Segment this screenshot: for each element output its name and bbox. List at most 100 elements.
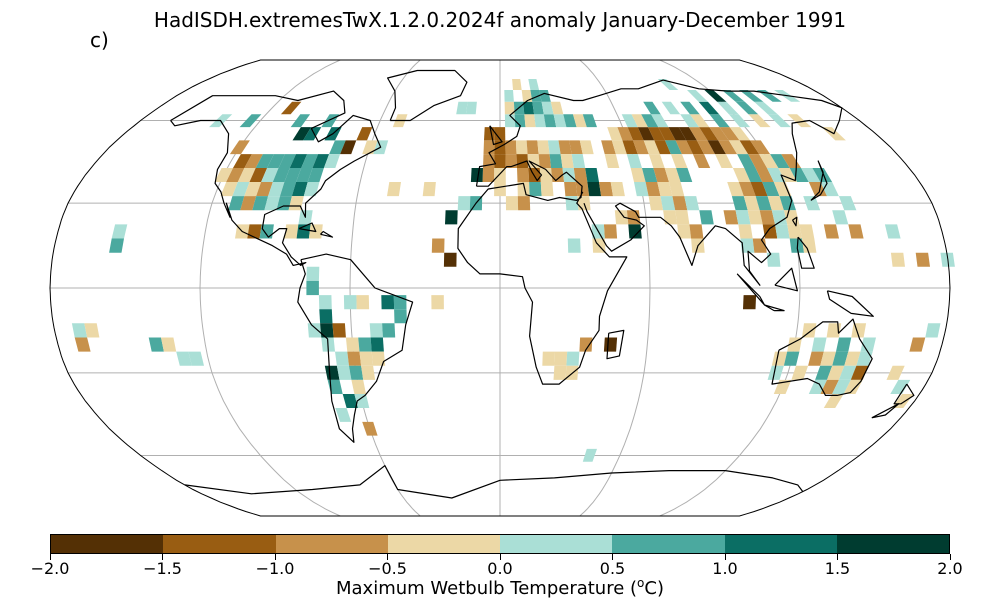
- anomaly-cell: [345, 337, 360, 352]
- anomaly-cell: [268, 182, 285, 197]
- colorbar-tick: [49, 554, 51, 560]
- anomaly-cell: [836, 337, 852, 352]
- anomaly-cell: [84, 323, 100, 338]
- anomaly-cell: [252, 196, 269, 211]
- anomaly-cell: [802, 323, 817, 338]
- anomaly-cell: [815, 365, 833, 380]
- anomaly-cell: [678, 127, 697, 141]
- anomaly-cell: [560, 154, 574, 168]
- colorbar-segment: [51, 535, 164, 553]
- coastline-path: [791, 216, 798, 227]
- anomaly-cell: [915, 252, 930, 267]
- anomaly-cell: [587, 182, 602, 197]
- anomaly-cell: [672, 196, 688, 211]
- anomaly-cell: [750, 140, 771, 155]
- colorbar-tick: [499, 554, 501, 560]
- colorbar-tick: [949, 554, 951, 560]
- anomaly-cell: [823, 224, 839, 239]
- anomaly-cell: [723, 210, 739, 225]
- anomaly-cell: [554, 351, 568, 366]
- colorbar-tick: [837, 554, 838, 560]
- anomaly-cell: [575, 182, 590, 197]
- anomaly-cell: [617, 127, 633, 141]
- anomaly-cell: [687, 90, 708, 102]
- anomaly-cell: [549, 154, 563, 168]
- anomaly-cell: [808, 351, 824, 366]
- colorbar-tick-label: 0.0: [487, 559, 513, 578]
- anomaly-cell: [653, 168, 669, 182]
- anomaly-cell: [661, 101, 681, 115]
- anomaly-cells: [71, 79, 955, 462]
- colorbar-tick-label: −1.5: [143, 559, 182, 578]
- anomaly-cell: [431, 238, 445, 253]
- anomaly-cell: [529, 182, 542, 197]
- anomaly-cell: [573, 114, 587, 128]
- anomaly-cell: [232, 182, 250, 197]
- anomaly-cell: [382, 323, 396, 338]
- colorbar-tick-label: 2.0: [937, 559, 963, 578]
- anomaly-cell: [643, 140, 660, 155]
- anomaly-cell: [244, 154, 263, 168]
- anomaly-cell: [512, 79, 522, 90]
- anomaly-cell: [523, 101, 535, 115]
- anomaly-cell: [579, 140, 594, 155]
- anomaly-cell: [233, 154, 252, 168]
- anomaly-cell: [494, 127, 506, 141]
- anomaly-cell: [648, 154, 665, 168]
- anomaly-cell: [925, 323, 941, 338]
- anomaly-cell: [718, 140, 738, 155]
- anomaly-cell: [292, 127, 312, 141]
- anomaly-cell: [844, 351, 861, 366]
- anomaly-cell: [484, 127, 495, 141]
- colorbar-segment: [836, 535, 949, 553]
- anomaly-cell: [754, 101, 778, 115]
- anomaly-cell: [289, 154, 308, 168]
- anomaly-cell: [538, 154, 552, 168]
- anomaly-cell: [362, 421, 378, 436]
- anomaly-cell: [634, 182, 649, 197]
- anomaly-cell: [823, 394, 844, 408]
- anomaly-cell: [239, 114, 262, 128]
- anomaly-cell: [748, 114, 771, 128]
- anomaly-cell: [517, 196, 531, 211]
- anomaly-cell: [443, 252, 457, 267]
- anomaly-cell: [731, 196, 748, 211]
- anomaly-cell: [422, 182, 436, 197]
- anomaly-cell: [267, 154, 285, 168]
- anomaly-cell: [272, 168, 290, 182]
- anomaly-cell: [759, 154, 779, 168]
- anomaly-cell: [843, 379, 863, 394]
- anomaly-cell: [303, 127, 322, 141]
- coastline-path: [170, 90, 382, 266]
- anomaly-cell: [290, 114, 311, 128]
- anomaly-cell: [457, 196, 471, 211]
- colorbar-tick-label: −0.5: [368, 559, 407, 578]
- colorbar-tick: [724, 554, 726, 560]
- anomaly-cell: [504, 114, 516, 128]
- anomaly-cell: [775, 224, 790, 239]
- coastline-path: [606, 329, 625, 360]
- anomaly-cell: [699, 127, 719, 141]
- colorbar-label: Maximum Wetbulb Temperature (oC): [0, 576, 1000, 599]
- anomaly-cell: [431, 295, 444, 310]
- anomaly-cell: [148, 337, 164, 352]
- anomaly-cell: [660, 196, 676, 211]
- anomaly-cell: [318, 295, 332, 310]
- anomaly-cell: [689, 224, 704, 239]
- anomaly-cell: [601, 140, 616, 155]
- anomaly-cell: [721, 90, 745, 102]
- colorbar-segment: [163, 535, 276, 553]
- anomaly-cell: [356, 127, 373, 141]
- anomaly-cell: [670, 154, 688, 168]
- anomaly-cell: [630, 168, 646, 182]
- colorbar-segment: [724, 535, 837, 553]
- coastline-path: [387, 69, 468, 122]
- anomaly-cell: [755, 196, 772, 211]
- anomaly-cell: [648, 196, 664, 211]
- coastline-path: [796, 236, 815, 269]
- coastlines: [170, 69, 915, 499]
- anomaly-cell: [803, 196, 821, 211]
- anomaly-cell: [582, 114, 597, 128]
- anomaly-cell: [767, 114, 791, 128]
- anomaly-cell: [111, 224, 128, 239]
